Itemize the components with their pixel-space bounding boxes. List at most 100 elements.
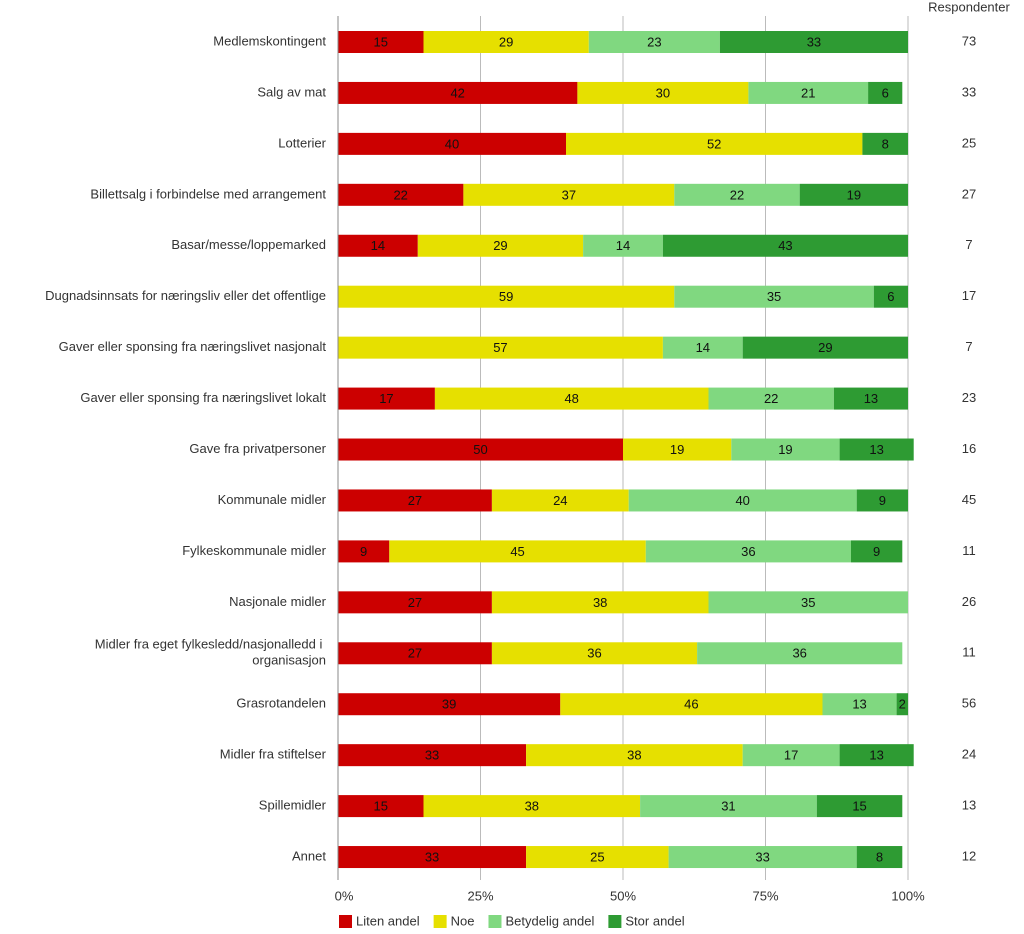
data-label: 13	[852, 697, 866, 712]
bar-segment	[799, 183, 908, 206]
bar-segment	[417, 234, 584, 257]
bar-segment	[463, 183, 675, 206]
bar-segment	[822, 693, 897, 716]
respondents-value: 45	[962, 492, 976, 507]
bar-segment	[742, 336, 908, 359]
bar-segment	[338, 234, 418, 257]
bar-segment	[623, 438, 732, 461]
bar-segment	[873, 285, 908, 308]
data-label: 38	[525, 799, 539, 814]
bar-segment	[851, 540, 903, 563]
bar-segment	[338, 642, 492, 665]
data-label: 29	[818, 340, 832, 355]
bar-segment	[338, 81, 578, 104]
y-tick-label: Dugnadsinnsats for næringsliv eller det …	[45, 288, 326, 303]
respondents-header: Respondenter	[928, 0, 1010, 14]
bar-segment	[577, 81, 749, 104]
data-label: 46	[684, 697, 698, 712]
respondents-value: 7	[965, 339, 972, 354]
respondents-value: 12	[962, 848, 976, 863]
data-label: 33	[425, 849, 439, 864]
bar-segment	[731, 438, 840, 461]
data-label: 30	[656, 85, 670, 100]
data-label: 22	[764, 391, 778, 406]
respondents-value: 16	[962, 441, 976, 456]
data-label: 22	[393, 187, 407, 202]
data-label: 15	[374, 34, 388, 49]
x-tick-label: 75%	[752, 888, 778, 903]
bar-segment	[896, 693, 908, 716]
bar-segment	[674, 285, 874, 308]
bar-segment	[856, 489, 908, 512]
data-label: 15	[374, 799, 388, 814]
data-label: 19	[670, 442, 684, 457]
data-label: 40	[445, 136, 459, 151]
bar-segment	[491, 591, 709, 614]
y-tick-label: Grasrotandelen	[236, 696, 326, 711]
data-label: 14	[696, 340, 710, 355]
bar-segment	[708, 591, 908, 614]
data-label: 8	[876, 849, 883, 864]
bar-segment	[423, 31, 589, 53]
respondents-value: 7	[965, 237, 972, 252]
y-tick-label: Basar/messe/loppemarked	[171, 237, 326, 252]
bar-segment	[338, 183, 464, 206]
data-label: 21	[801, 85, 815, 100]
bar-segment	[389, 540, 646, 563]
data-label: 35	[767, 289, 781, 304]
legend-label: Noe	[451, 913, 475, 928]
bar-segment	[560, 693, 823, 716]
data-label: 17	[379, 391, 393, 406]
bar-segment	[338, 795, 424, 818]
respondents-value: 23	[962, 390, 976, 405]
respondents-value: 11	[962, 543, 976, 558]
bar-segment	[338, 438, 623, 461]
data-label: 17	[784, 748, 798, 763]
bar-segment	[338, 744, 527, 767]
respondents-value: 17	[962, 288, 976, 303]
bar-segment	[338, 489, 492, 512]
y-tick-label: Salg av mat	[257, 84, 326, 99]
bar-segment	[748, 81, 869, 104]
bar-segment	[862, 132, 908, 155]
x-tick-label: 100%	[891, 888, 925, 903]
data-label: 38	[627, 748, 641, 763]
data-label: 6	[887, 289, 894, 304]
y-tick-label: Gave fra privatpersoner	[189, 441, 326, 456]
data-label: 27	[408, 646, 422, 661]
bar-segment	[338, 387, 435, 410]
data-label: 36	[741, 544, 755, 559]
data-label: 38	[593, 595, 607, 610]
respondents-value: 27	[962, 186, 976, 201]
data-label: 19	[847, 187, 861, 202]
data-label: 15	[852, 799, 866, 814]
bar-segment	[839, 438, 914, 461]
legend-swatch	[433, 915, 447, 928]
legend-swatch	[608, 915, 622, 928]
data-label: 2	[899, 697, 906, 712]
data-label: 9	[360, 544, 367, 559]
y-tick-label: Midler fra eget fylkesledd/nasjonalledd …	[95, 637, 326, 668]
data-label: 6	[882, 85, 889, 100]
x-tick-label: 0%	[335, 888, 354, 903]
bar-segment	[338, 693, 561, 716]
data-label: 27	[408, 493, 422, 508]
bar-segment	[856, 846, 903, 869]
data-label: 29	[493, 238, 507, 253]
data-label: 14	[371, 238, 385, 253]
y-tick-label: Billettsalg i forbindelse med arrangemen…	[90, 186, 326, 201]
y-tick-label: Fylkeskommunale midler	[182, 543, 326, 558]
data-label: 36	[587, 646, 601, 661]
y-tick-label: Spillemidler	[259, 798, 327, 813]
respondents-value: 33	[962, 84, 976, 99]
bar-segment	[708, 387, 834, 410]
respondents-value: 13	[962, 798, 976, 813]
bar-segment	[640, 795, 817, 818]
respondents-value: 26	[962, 594, 976, 609]
x-tick-label: 50%	[610, 888, 636, 903]
data-label: 23	[647, 34, 661, 49]
y-tick-label: Nasjonale midler	[229, 594, 326, 609]
y-tick-label: Lotterier	[278, 135, 326, 150]
bar-segment	[868, 81, 903, 104]
